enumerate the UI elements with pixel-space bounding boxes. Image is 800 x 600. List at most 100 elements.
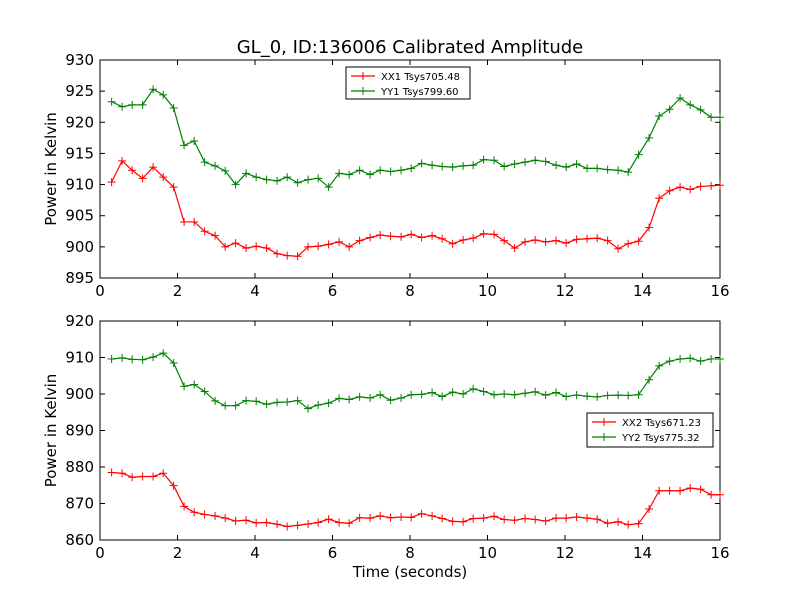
data-point [686,185,695,194]
data-point [211,511,220,520]
data-point [376,390,385,399]
data-point [221,514,230,523]
legend-marker [359,72,367,80]
data-point [572,235,581,244]
data-point [603,236,612,245]
y-tick-label: 905 [65,207,94,225]
x-tick-label: 14 [633,282,652,300]
data-point [345,170,354,179]
data-point [200,158,209,167]
data-point [293,396,302,405]
y-tick-label: 900 [65,385,94,403]
data-point [397,513,406,522]
data-point [696,357,705,366]
data-point [169,481,178,490]
y-axis-label: Power in Kelvin [42,374,60,488]
legend-box [586,412,714,448]
data-point [448,163,457,172]
data-point [696,485,705,494]
data-point [716,490,724,499]
data-point [614,517,623,526]
data-point [541,517,550,526]
x-tick-label: 8 [405,544,415,562]
data-point [180,502,189,511]
data-point [645,133,654,142]
data-point [438,234,447,243]
data-point [686,484,695,493]
data-point [428,161,437,170]
x-tick-label: 6 [328,544,338,562]
data-point [107,97,116,106]
y-tick-label: 870 [65,495,94,513]
legend-label: XX2 Tsys671.23 [622,418,701,429]
data-point [314,518,323,527]
data-point [304,519,313,528]
data-point [324,240,333,249]
data-point [634,390,643,399]
data-point [386,396,395,405]
data-point [149,472,158,481]
data-point [479,387,488,396]
data-point [355,513,364,522]
data-point [149,163,158,172]
data-point [469,234,478,243]
data-point [634,150,643,159]
data-point [397,166,406,175]
y-axis-label: Power in Kelvin [42,112,60,226]
data-point [138,174,147,183]
data-point [138,100,147,109]
data-point [655,112,664,121]
y-tick-label: 890 [65,422,94,440]
data-point [552,236,561,245]
data-point [541,237,550,246]
x-tick-label: 2 [173,544,183,562]
data-point [665,105,674,114]
data-point [614,391,623,400]
data-point [324,515,333,524]
legend-label: YY1 Tsys799.60 [380,87,459,98]
data-point [314,174,323,183]
data-point [335,169,344,178]
data-point [603,165,612,174]
data-point [707,113,716,122]
legend: XX1 Tsys705.48 YY1 Tsys799.60 [345,66,471,100]
x-tick-label: 8 [405,282,415,300]
y-tick-label: 895 [65,269,94,287]
x-tick-label: 14 [633,544,652,562]
data-point [118,156,127,165]
data-point [603,391,612,400]
data-point [190,136,199,145]
y-tick-label: 880 [65,458,94,476]
data-point [128,355,137,364]
data-point [686,354,695,363]
data-point [283,251,292,260]
data-point [562,392,571,401]
data-point [128,473,137,482]
data-point [149,353,158,362]
data-point [107,178,116,187]
data-point [614,244,623,253]
x-tick-label: 16 [710,282,729,300]
data-point [583,514,592,523]
data-point [231,180,240,189]
bottom-plot: 0 2 4 6 8 10 12 14 16 860 870 880 890 900 910 920 Power … [42,312,730,581]
data-point [118,469,127,478]
data-point [716,181,724,190]
legend-label: XX1 Tsys705.48 [381,72,460,83]
data-point [593,164,602,173]
data-point [283,522,292,531]
data-point [138,355,147,364]
data-point [645,375,654,384]
data-point [118,353,127,362]
legend-box [345,66,471,100]
data-point [366,394,375,403]
data-point [552,161,561,170]
data-point [438,162,447,171]
data-point [355,236,364,245]
y-tick-label: 920 [65,113,94,131]
data-point [614,166,623,175]
data-point [572,391,581,400]
data-point [593,234,602,243]
data-point [262,518,271,527]
